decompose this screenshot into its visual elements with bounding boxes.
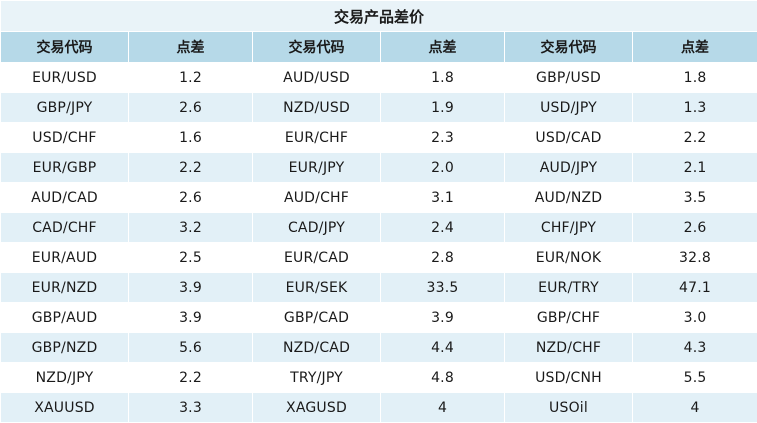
symbol-cell: EUR/USD: [0, 62, 129, 93]
header-spread: 点差: [631, 31, 757, 63]
symbol-cell: EUR/TRY: [504, 272, 633, 303]
symbol-cell: EUR/NZD: [0, 272, 129, 303]
spread-cell: 3.5: [631, 182, 757, 213]
symbol-cell: GBP/CHF: [504, 302, 633, 333]
spread-cell: 32.8: [631, 242, 757, 273]
spread-cell: 2.6: [631, 212, 757, 243]
header-symbol: 交易代码: [252, 31, 381, 63]
spread-cell: 2.0: [380, 152, 505, 183]
symbol-cell: NZD/CHF: [504, 332, 633, 363]
symbol-cell: CAD/JPY: [252, 212, 381, 243]
spread-cell: 2.2: [128, 362, 253, 393]
table-row: EUR/AUD 2.5 EUR/CAD 2.8 EUR/NOK 32.8: [0, 242, 757, 273]
table-row: EUR/GBP 2.2 EUR/JPY 2.0 AUD/JPY 2.1: [0, 152, 757, 183]
symbol-cell: XAUUSD: [0, 392, 129, 423]
spread-cell: 3.2: [128, 212, 253, 243]
spread-cell: 5.5: [631, 362, 757, 393]
symbol-cell: GBP/USD: [504, 62, 633, 93]
symbol-cell: GBP/CAD: [252, 302, 381, 333]
symbol-cell: EUR/NOK: [504, 242, 633, 273]
table-row: XAUUSD 3.3 XAGUSD 4 USOil 4: [0, 392, 757, 423]
table-row: GBP/AUD 3.9 GBP/CAD 3.9 GBP/CHF 3.0: [0, 302, 757, 333]
symbol-cell: USOil: [504, 392, 633, 423]
spread-cell: 1.3: [631, 92, 757, 123]
symbol-cell: USD/CAD: [504, 122, 633, 153]
header-spread: 点差: [128, 31, 253, 63]
table-row: GBP/NZD 5.6 NZD/CAD 4.4 NZD/CHF 4.3: [0, 332, 757, 363]
symbol-cell: TRY/JPY: [252, 362, 381, 393]
spread-cell: 4.4: [380, 332, 505, 363]
spread-cell: 4: [380, 392, 505, 423]
spread-cell: 3.9: [128, 302, 253, 333]
spread-cell: 3.3: [128, 392, 253, 423]
symbol-cell: GBP/JPY: [0, 92, 129, 123]
symbol-cell: AUD/CAD: [0, 182, 129, 213]
symbol-cell: NZD/JPY: [0, 362, 129, 393]
spread-cell: 1.2: [128, 62, 253, 93]
spread-cell: 1.6: [128, 122, 253, 153]
spread-cell: 2.1: [631, 152, 757, 183]
header-spread: 点差: [380, 31, 505, 63]
spread-cell: 3.9: [380, 302, 505, 333]
table-row: NZD/JPY 2.2 TRY/JPY 4.8 USD/CNH 5.5: [0, 362, 757, 393]
header-row: 交易代码 点差 交易代码 点差 交易代码 点差: [0, 31, 757, 63]
symbol-cell: EUR/AUD: [0, 242, 129, 273]
symbol-cell: USD/JPY: [504, 92, 633, 123]
symbol-cell: USD/CNH: [504, 362, 633, 393]
symbol-cell: NZD/USD: [252, 92, 381, 123]
spread-cell: 1.8: [631, 62, 757, 93]
symbol-cell: CAD/CHF: [0, 212, 129, 243]
symbol-cell: USD/CHF: [0, 122, 129, 153]
spread-cell: 2.2: [631, 122, 757, 153]
spread-cell: 47.1: [631, 272, 757, 303]
symbol-cell: EUR/JPY: [252, 152, 381, 183]
spread-cell: 1.8: [380, 62, 505, 93]
symbol-cell: EUR/GBP: [0, 152, 129, 183]
table-row: EUR/NZD 3.9 EUR/SEK 33.5 EUR/TRY 47.1: [0, 272, 757, 303]
symbol-cell: AUD/JPY: [504, 152, 633, 183]
symbol-cell: AUD/USD: [252, 62, 381, 93]
spread-cell: 4: [631, 392, 757, 423]
symbol-cell: GBP/NZD: [0, 332, 129, 363]
symbol-cell: GBP/AUD: [0, 302, 129, 333]
title-row: 交易产品差价: [0, 0, 757, 32]
spread-cell: 2.8: [380, 242, 505, 273]
spread-cell: 2.5: [128, 242, 253, 273]
symbol-cell: EUR/CAD: [252, 242, 381, 273]
spread-cell: 2.6: [128, 182, 253, 213]
spread-cell: 2.3: [380, 122, 505, 153]
table-row: EUR/USD 1.2 AUD/USD 1.8 GBP/USD 1.8: [0, 62, 757, 93]
symbol-cell: NZD/CAD: [252, 332, 381, 363]
table-row: GBP/JPY 2.6 NZD/USD 1.9 USD/JPY 1.3: [0, 92, 757, 123]
symbol-cell: AUD/CHF: [252, 182, 381, 213]
spread-cell: 2.2: [128, 152, 253, 183]
spread-cell: 5.6: [128, 332, 253, 363]
spread-cell: 4.3: [631, 332, 757, 363]
spread-cell: 1.9: [380, 92, 505, 123]
table-row: USD/CHF 1.6 EUR/CHF 2.3 USD/CAD 2.2: [0, 122, 757, 153]
spread-cell: 2.4: [380, 212, 505, 243]
spread-cell: 2.6: [128, 92, 253, 123]
symbol-cell: CHF/JPY: [504, 212, 633, 243]
spread-cell: 4.8: [380, 362, 505, 393]
spread-cell: 3.9: [128, 272, 253, 303]
table-title: 交易产品差价: [0, 0, 757, 32]
table-row: AUD/CAD 2.6 AUD/CHF 3.1 AUD/NZD 3.5: [0, 182, 757, 213]
spread-cell: 3.0: [631, 302, 757, 333]
symbol-cell: AUD/NZD: [504, 182, 633, 213]
header-symbol: 交易代码: [504, 31, 633, 63]
symbol-cell: EUR/SEK: [252, 272, 381, 303]
header-symbol: 交易代码: [0, 31, 129, 63]
spread-cell: 33.5: [380, 272, 505, 303]
table-row: CAD/CHF 3.2 CAD/JPY 2.4 CHF/JPY 2.6: [0, 212, 757, 243]
spread-cell: 3.1: [380, 182, 505, 213]
symbol-cell: XAGUSD: [252, 392, 381, 423]
symbol-cell: EUR/CHF: [252, 122, 381, 153]
